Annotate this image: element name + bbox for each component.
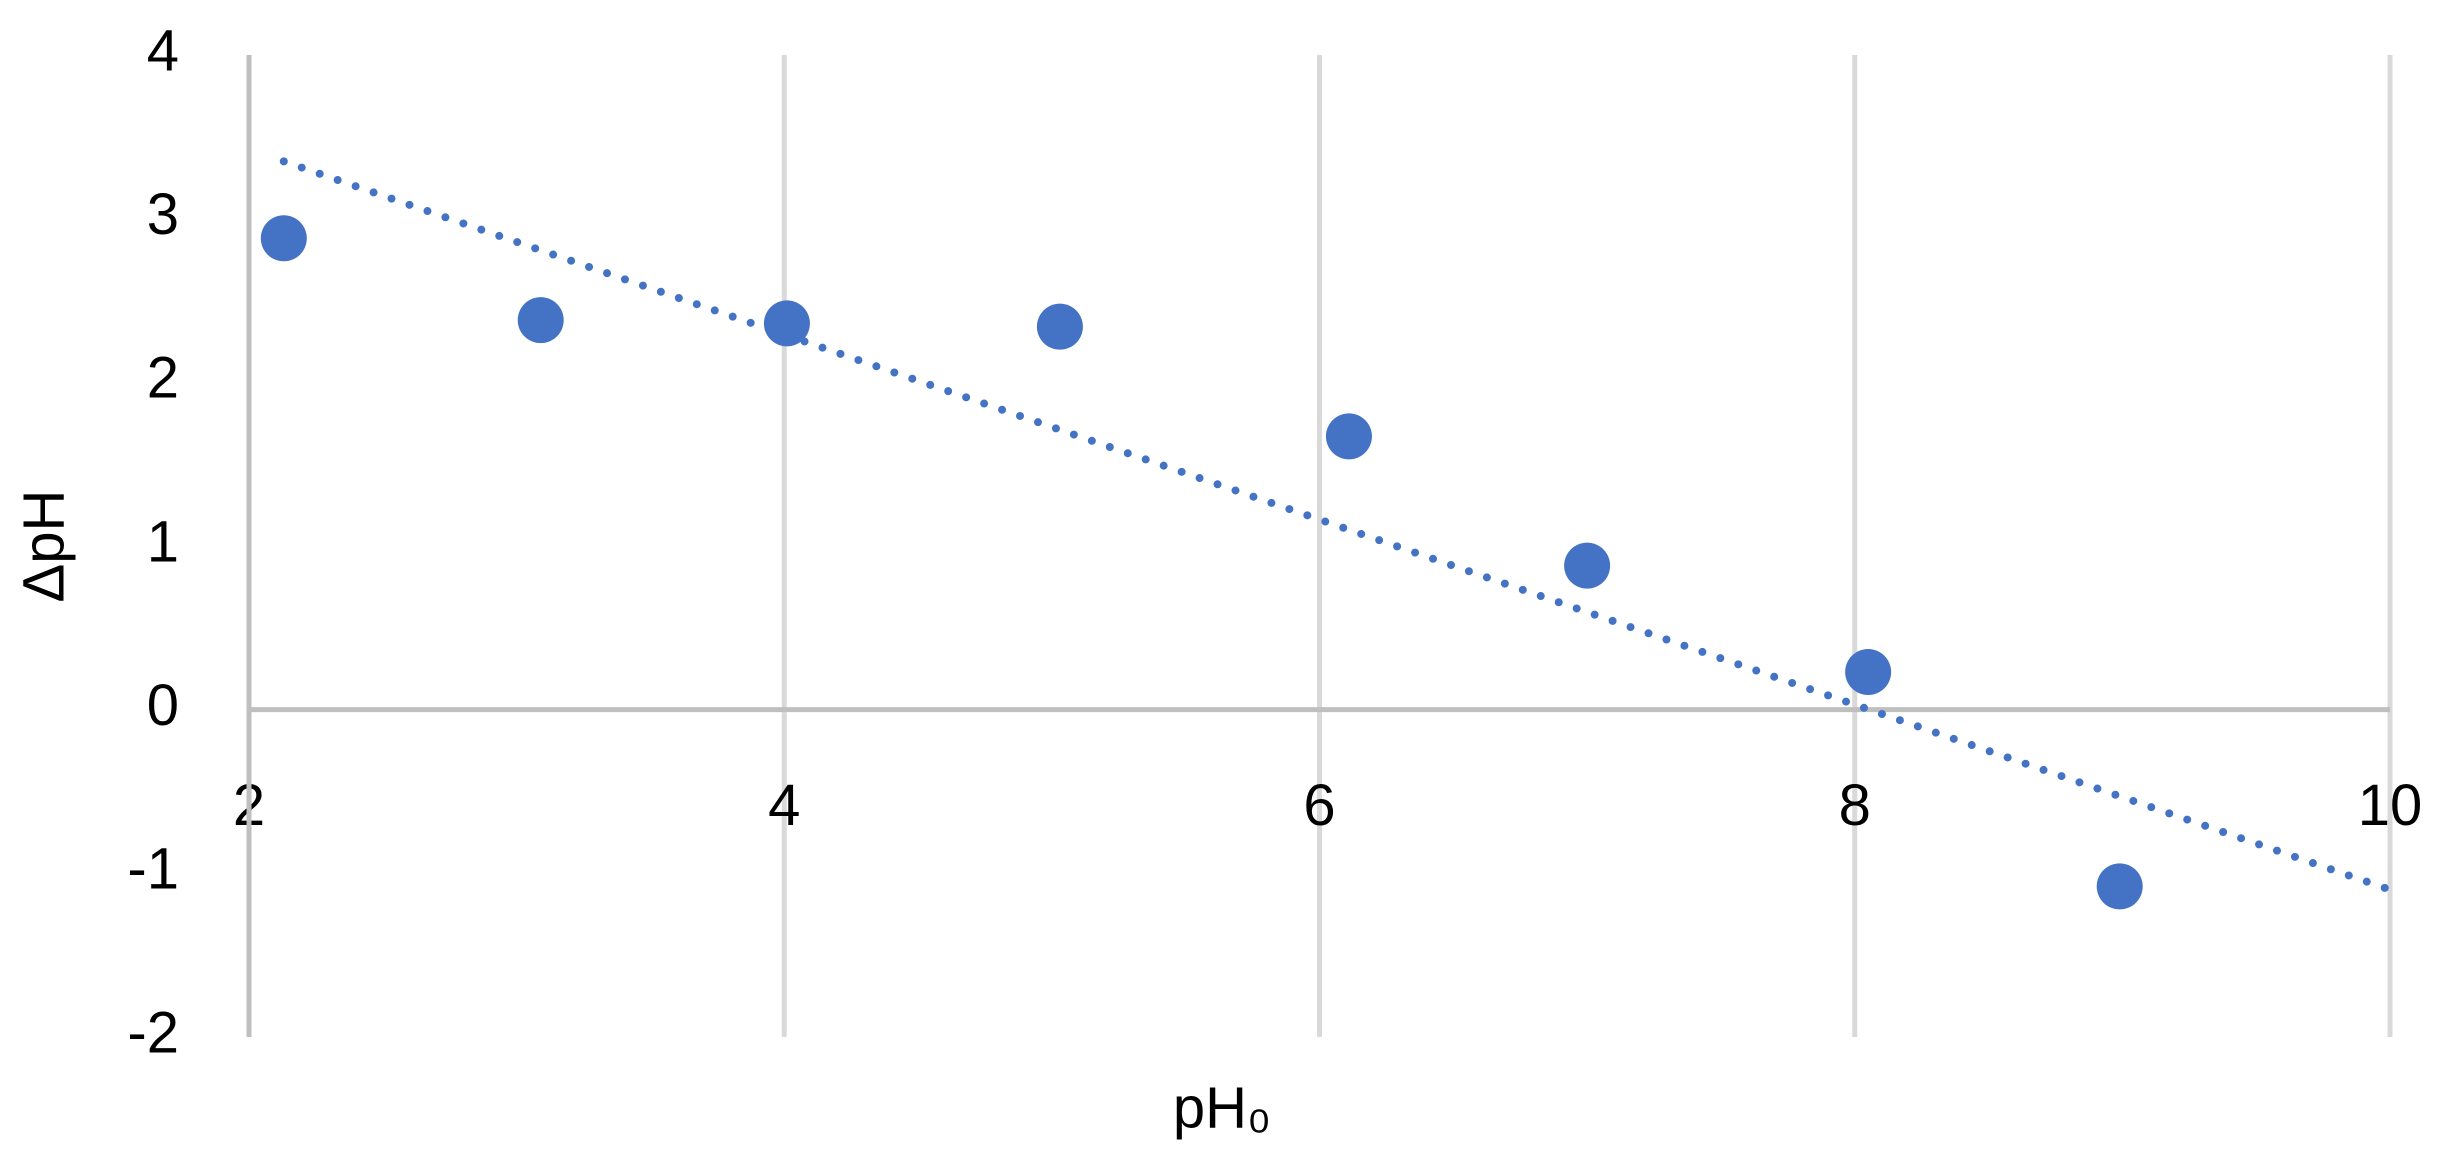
y-tick-label: -1 xyxy=(127,837,179,902)
y-tick-label: 2 xyxy=(147,346,179,411)
x-tick-label: 8 xyxy=(1839,773,1871,838)
x-tick-label: 10 xyxy=(2358,773,2423,838)
data-point xyxy=(1845,649,1892,696)
data-point xyxy=(1325,413,1372,460)
x-tick-label: 4 xyxy=(768,773,800,838)
data-point xyxy=(1036,303,1083,350)
y-tick-label: 1 xyxy=(147,509,179,574)
x-tick-label: 6 xyxy=(1303,773,1335,838)
data-point xyxy=(2096,863,2143,910)
y-tick-label: 0 xyxy=(147,673,179,738)
y-tick-label: -2 xyxy=(127,1000,179,1065)
trendline xyxy=(279,157,2394,894)
y-tick-label: 4 xyxy=(147,18,179,83)
data-point xyxy=(763,300,810,347)
y-tick-label: 3 xyxy=(147,182,179,247)
x-axis-title: pH₀ xyxy=(1173,1075,1271,1140)
data-point xyxy=(260,215,307,262)
y-axis-title: ΔpH xyxy=(11,490,76,603)
data-point xyxy=(517,297,564,344)
data-point xyxy=(1564,542,1611,589)
